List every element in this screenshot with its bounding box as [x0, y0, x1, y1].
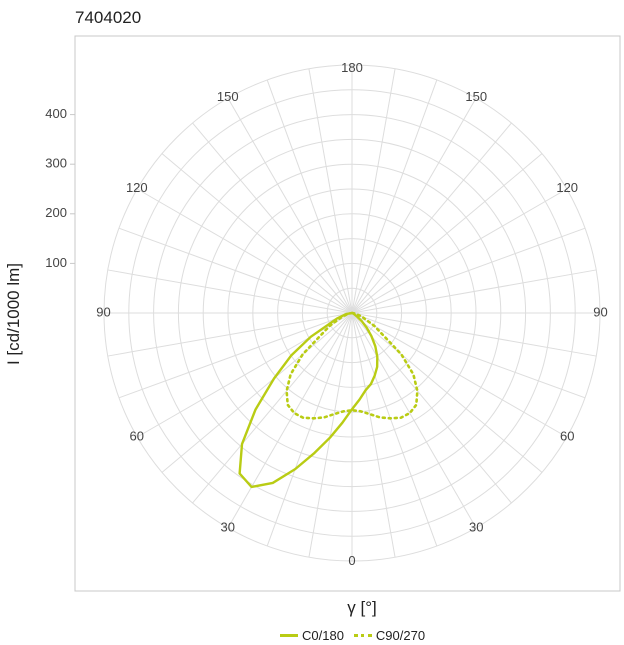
radial-tick-label: 100 [45, 255, 67, 270]
grid-spoke [266, 79, 353, 314]
grid-spoke [118, 227, 353, 314]
legend-label-c0-180: C0/180 [302, 628, 344, 643]
grid-spoke [351, 312, 597, 357]
grid-spoke [351, 227, 586, 314]
grid-spoke [227, 97, 353, 314]
grid-spoke [118, 312, 353, 399]
legend-item-c0-180: C0/180 [280, 628, 344, 643]
series-curve-c90-270 [285, 311, 419, 420]
grid-spoke [351, 269, 597, 314]
angle-tick-label: 90 [96, 304, 110, 319]
legend-label-c90-270: C90/270 [375, 628, 426, 643]
grid-spoke [351, 312, 568, 438]
grid-spoke [308, 68, 353, 314]
angle-tick-label: 120 [556, 180, 578, 195]
grid-spoke [192, 122, 353, 314]
grid-spoke [161, 312, 353, 473]
grid-spoke [161, 153, 353, 314]
angle-tick-label: 120 [126, 180, 148, 195]
angle-tick-label: 30 [469, 520, 483, 535]
grid-spoke [351, 312, 586, 399]
grid-spoke [351, 312, 543, 473]
angle-tick-label: 90 [593, 304, 607, 319]
grid-spoke [351, 188, 568, 314]
angle-tick-label: 150 [465, 89, 487, 104]
angle-tick-labels: 180 150 150 120 120 90 90 60 60 30 30 0 [96, 60, 607, 568]
angle-tick-label: 60 [560, 429, 574, 444]
angle-tick-label: 60 [130, 429, 144, 444]
legend: C0/180 C90/270 [280, 628, 425, 643]
legend-swatch-solid [280, 634, 298, 637]
grid-spoke [107, 269, 353, 314]
angle-tick-label: 180 [341, 60, 363, 75]
angle-tick-label: 150 [217, 89, 239, 104]
grid-spoke [351, 122, 512, 314]
grid-spoke [227, 312, 353, 529]
grid-spoke [351, 312, 512, 504]
grid-spoke [351, 68, 396, 314]
legend-item-c90-270: C90/270 [353, 628, 426, 643]
grid-spoke [351, 312, 438, 547]
grid-spoke [351, 79, 438, 314]
grid-spoke [308, 312, 353, 558]
radial-tick-label: 400 [45, 106, 67, 121]
legend-swatch-dotted [353, 634, 372, 637]
angle-tick-label: 30 [221, 520, 235, 535]
polar-grid [103, 64, 601, 562]
grid-spoke [266, 312, 353, 547]
grid-spoke [351, 153, 543, 314]
grid-spoke [136, 188, 353, 314]
grid-spoke [351, 312, 396, 558]
radial-tick-labels: 100 200 300 400 [45, 106, 75, 270]
angle-tick-label: 0 [348, 553, 355, 568]
chart-title: 7404020 [75, 8, 142, 27]
radial-tick-label: 200 [45, 205, 67, 220]
x-axis-label: γ [°] [347, 598, 377, 617]
grid-spoke [192, 312, 353, 504]
grid-spoke [351, 97, 477, 314]
grid-spoke [351, 312, 477, 529]
series-curves [238, 311, 419, 489]
grid-spoke [107, 312, 353, 357]
radial-tick-label: 300 [45, 156, 67, 171]
series-curve-c0-180 [238, 311, 379, 489]
